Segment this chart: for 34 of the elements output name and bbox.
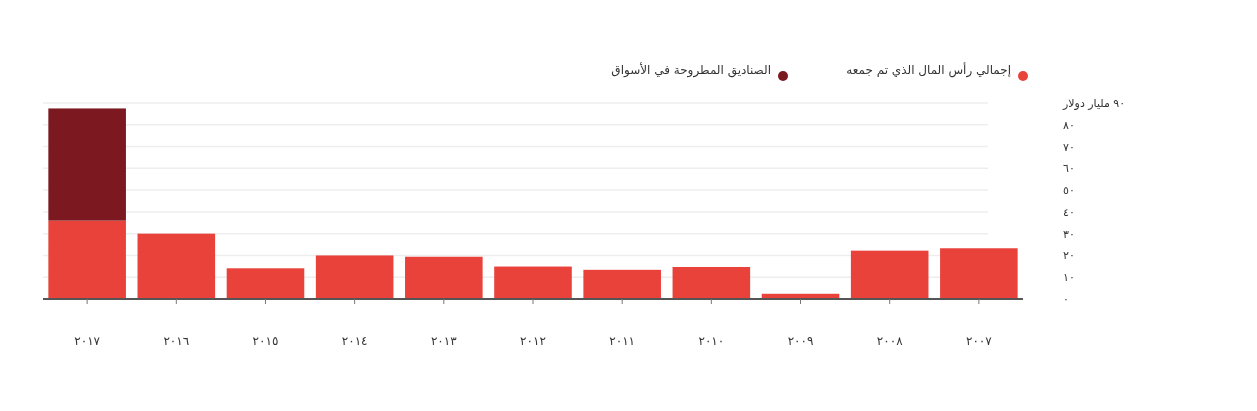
x-tick-label: ٢٠١٥ [252, 334, 279, 348]
y-tick-label: ٩٠ مليار دولار [1062, 97, 1126, 110]
y-tick-label: ٠ [1063, 293, 1069, 306]
legend-label: الصناديق المطروحة في الأسواق [611, 62, 771, 78]
y-tick-label: ٦٠ [1063, 162, 1075, 176]
bar [405, 256, 483, 299]
x-tick-label: ٢٠٠٩ [787, 334, 814, 348]
x-tick-label: ٢٠١٠ [698, 334, 725, 348]
bar [226, 268, 305, 299]
bar [583, 269, 661, 299]
bar [315, 255, 394, 299]
bar [850, 250, 929, 299]
bar [940, 248, 1018, 299]
x-tick-label: ٢٠١٦ [163, 334, 190, 348]
y-tick-label: ٧٠ [1063, 140, 1075, 154]
y-tick-label: ١٠ [1063, 271, 1075, 285]
y-tick-label: ٨٠ [1063, 118, 1075, 132]
bar [48, 108, 126, 221]
bar [494, 266, 572, 299]
y-tick-label: ٣٠ [1063, 227, 1075, 241]
x-tick-label: ٢٠١١ [609, 334, 636, 348]
x-tick-label: ٢٠٠٨ [876, 334, 904, 348]
y-tick-label: ٤٠ [1063, 205, 1075, 219]
legend-label: إجمالي رأس المال الذي تم جمعه [846, 62, 1011, 78]
y-tick-label: ٥٠ [1063, 184, 1075, 198]
x-tick-label: ٢٠١٤ [341, 334, 368, 348]
bar [137, 233, 216, 299]
x-tick-label: ٢٠١٣ [430, 334, 458, 348]
y-tick-label: ٢٠ [1063, 249, 1075, 263]
bar [672, 266, 751, 299]
bar [48, 220, 126, 299]
x-tick-label: ٢٠٠٧ [965, 334, 993, 348]
x-tick-label: ٢٠١٢ [520, 334, 546, 348]
x-tick-label: ٢٠١٧ [74, 334, 101, 348]
